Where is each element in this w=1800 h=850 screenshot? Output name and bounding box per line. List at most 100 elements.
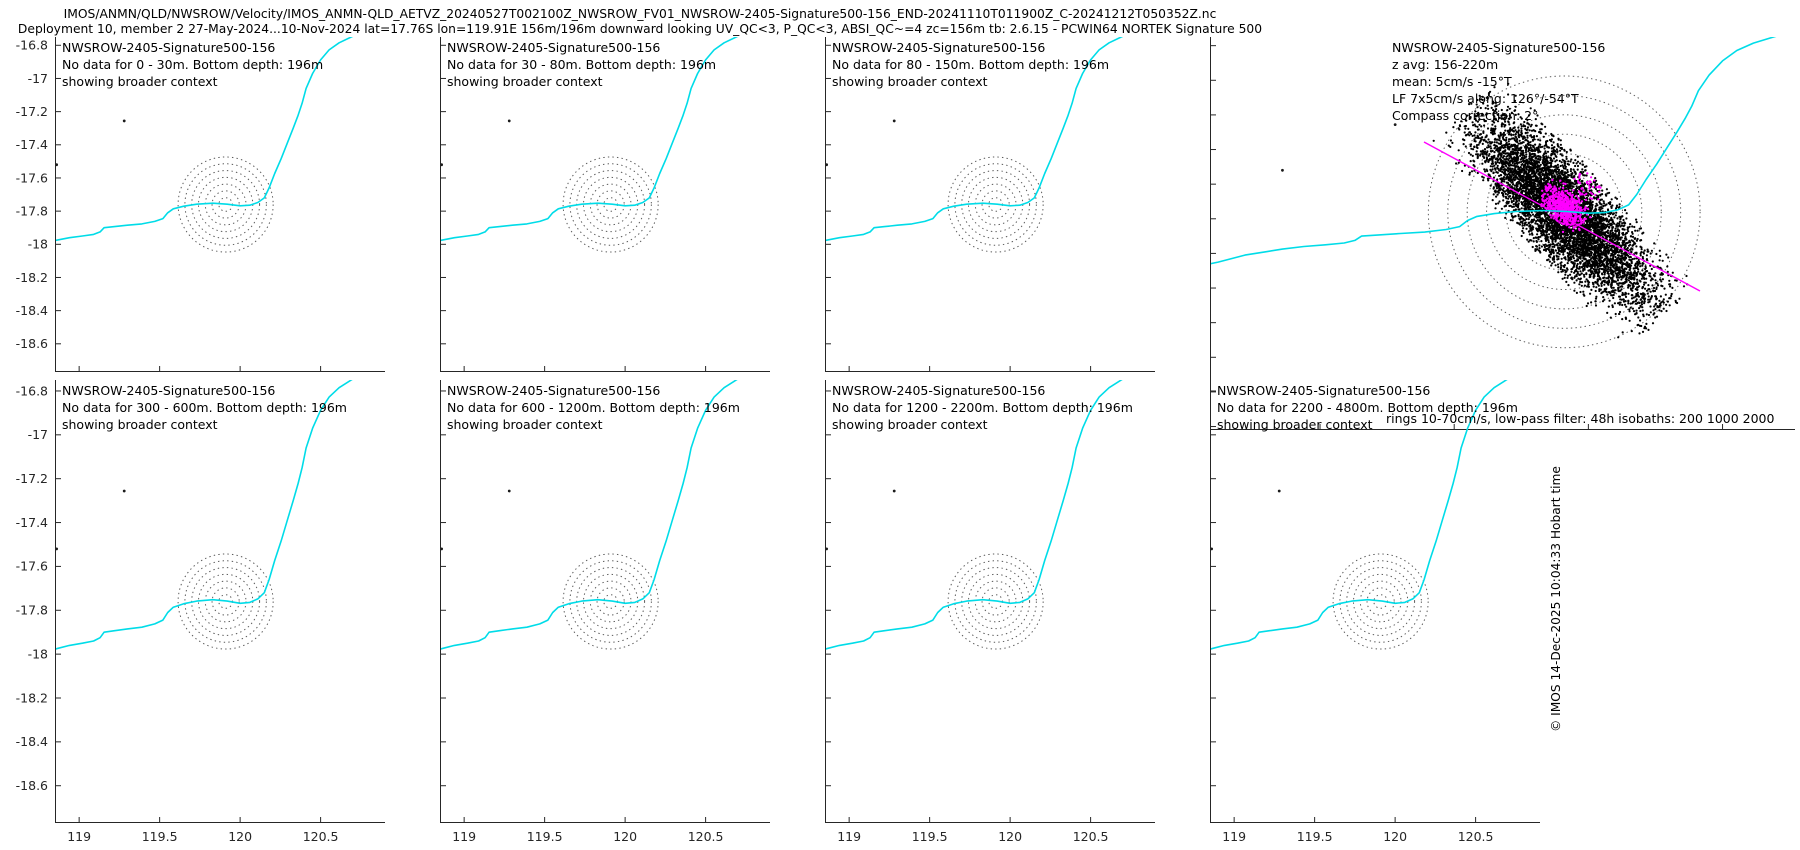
panel-map-layer [825,37,1124,253]
panel-info-line: No data for 2200 - 4800m. Bottom depth: … [1217,400,1518,415]
panel-axes [55,37,385,372]
y-tick-label: -18.4 [16,303,48,318]
panel-info-line: No data for 1200 - 2200m. Bottom depth: … [832,400,1133,415]
panel-axes [440,37,770,372]
panel-info-line: mean: 5cm/s -15°T [1392,74,1512,89]
panel-map-layer [825,380,1123,651]
y-tick-label: -17.8 [16,603,48,618]
lf-velocity-scatter-outliers [1572,172,1602,201]
y-tick-label: -17.8 [16,203,48,218]
panel-info-line: No data for 300 - 600m. Bottom depth: 19… [62,400,347,415]
coastline [440,37,739,242]
lf-velocity-scatter [1540,178,1592,234]
y-tick-label: -17 [28,427,48,442]
panel-info-line: No data for 80 - 150m. Bottom depth: 196… [832,57,1109,72]
x-tick-label: 119 [1222,829,1246,844]
y-tick-label: -16.8 [16,383,48,398]
x-tick-label: 119 [837,829,861,844]
panel-info-line: showing broader context [1217,417,1373,432]
island-marker [507,119,511,123]
panel-title: NWSROW-2405-Signature500-156 [447,383,660,398]
x-tick-label: 120 [998,829,1022,844]
coastline [1210,37,1777,265]
y-tick-label: -18 [28,646,48,661]
figure-title-line2: Deployment 10, member 2 27-May-2024...10… [17,22,1263,36]
y-tick-label: -17 [28,71,48,86]
panel-title: NWSROW-2405-Signature500-156 [62,40,275,55]
panel-axes [55,380,385,823]
y-tick-label: -17.2 [16,471,48,486]
y-tick-label: -17.4 [16,515,48,530]
panel-axes [825,380,1155,823]
x-tick-label: 119.5 [527,829,563,844]
rings-note: rings 10-70cm/s, low-pass filter: 48h is… [1386,411,1775,426]
panel-info-line: showing broader context [447,74,603,89]
panel-info-line: showing broader context [832,417,988,432]
panel-title: NWSROW-2405-Signature500-156 [62,383,275,398]
coastline [825,380,1123,651]
coastline [440,380,738,651]
panel-map-layer [1210,37,1777,349]
panel-info-line: Compass correction: 2° [1392,108,1538,123]
x-tick-label: 119.5 [1297,829,1333,844]
x-tick-label: 120.5 [303,829,339,844]
x-tick-label: 119.5 [142,829,178,844]
panel-title: NWSROW-2405-Signature500-156 [1217,383,1430,398]
x-tick-label: 120.5 [1458,829,1494,844]
panel-title: NWSROW-2405-Signature500-156 [1392,40,1605,55]
panel-axes [1210,380,1540,823]
x-tick-label: 119.5 [912,829,948,844]
y-tick-label: -18.6 [16,778,48,793]
island-marker [1393,123,1397,127]
panel-title: NWSROW-2405-Signature500-156 [832,383,1045,398]
panel-info-line: showing broader context [832,74,988,89]
panel-axes [440,380,770,823]
y-tick-label: -18.6 [16,336,48,351]
x-tick-label: 119 [67,829,91,844]
panel-map-layer [440,380,738,651]
y-tick-label: -17.6 [16,170,48,185]
panel-map-layer [55,380,353,651]
panel-info-line: z avg: 156-220m [1392,57,1498,72]
coastline [55,37,354,242]
island-marker [892,119,896,123]
panel-info-line: No data for 600 - 1200m. Bottom depth: 1… [447,400,740,415]
x-tick-label: 120 [613,829,637,844]
coastline [1210,380,1508,651]
y-tick-label: -18.2 [16,270,48,285]
x-tick-label: 119 [452,829,476,844]
x-tick-label: 120.5 [1073,829,1109,844]
coastline [55,380,353,651]
island-marker [507,489,511,493]
panel-info-line: No data for 0 - 30m. Bottom depth: 196m [62,57,323,72]
panel-info-line: showing broader context [62,417,218,432]
island-marker [892,489,896,493]
panel-info-line: No data for 30 - 80m. Bottom depth: 196m [447,57,716,72]
y-tick-label: -16.8 [16,38,48,53]
island-marker [122,489,126,493]
panel-map-layer [1210,380,1508,651]
panel-axes [1210,37,1795,430]
x-tick-label: 120 [1383,829,1407,844]
island-marker [122,119,126,123]
island-marker [1281,168,1284,172]
y-tick-label: -18.4 [16,734,48,749]
panel-title: NWSROW-2405-Signature500-156 [447,40,660,55]
panel-info-line: showing broader context [62,74,218,89]
y-tick-label: -18.2 [16,690,48,705]
panel-title: NWSROW-2405-Signature500-156 [832,40,1045,55]
y-tick-label: -17.6 [16,559,48,574]
y-tick-label: -17.4 [16,137,48,152]
figure-title-line1: IMOS/ANMN/QLD/NWSROW/Velocity/IMOS_ANMN-… [63,7,1217,21]
x-tick-label: 120 [228,829,252,844]
hf-velocity-scatter [1432,82,1689,339]
x-tick-label: 120.5 [688,829,724,844]
island-marker [1277,489,1281,493]
panel-info-line: showing broader context [447,417,603,432]
copyright-vertical-text: © IMOS 14-Dec-2025 10:04:33 Hobart time [1549,466,1563,732]
panel-info-line: LF 7x5cm/s along: 126°/-54°T [1392,91,1579,106]
panel-axes [825,37,1155,372]
y-tick-label: -18 [28,237,48,252]
